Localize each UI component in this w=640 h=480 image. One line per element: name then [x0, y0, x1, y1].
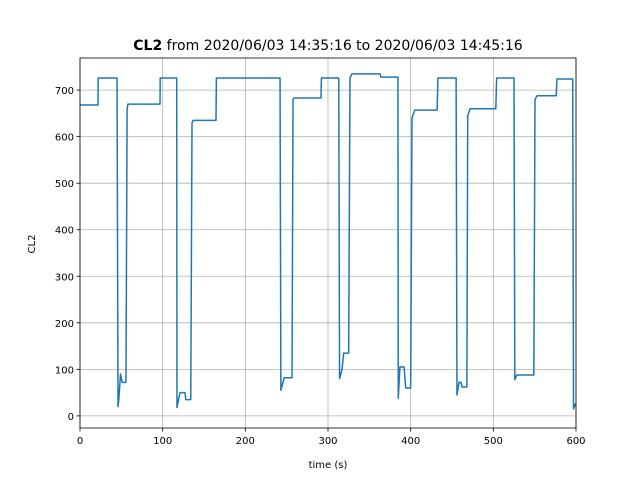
chart-title: CL2 from 2020/06/03 14:35:16 to 2020/06/…	[133, 38, 523, 54]
x-tick-label: 0	[77, 436, 83, 447]
x-tick-label: 300	[318, 436, 337, 447]
y-tick-label: 300	[55, 272, 74, 283]
y-tick-label: 500	[55, 179, 74, 190]
x-axis-label: time (s)	[309, 460, 348, 471]
title-text: from 2020/06/03 14:35:16 to 2020/06/03 1…	[167, 38, 523, 54]
y-tick-label: 100	[55, 365, 74, 376]
x-tick-label: 100	[153, 436, 172, 447]
x-tick-label: 200	[236, 436, 255, 447]
x-tick-label: 600	[566, 436, 585, 447]
y-tick-label: 400	[55, 226, 74, 237]
y-tick-label: 200	[55, 319, 74, 330]
y-tick-label: 0	[68, 412, 74, 423]
title-bold: CL2	[133, 38, 162, 54]
line	[80, 73, 576, 410]
y-tick-label: 700	[55, 86, 74, 97]
x-tick-label: 400	[401, 436, 420, 447]
x-tick-label: 500	[484, 436, 503, 447]
y-tick-label: 600	[55, 133, 74, 144]
plot-frame	[79, 57, 577, 429]
y-axis-label: CL2	[27, 235, 38, 254]
